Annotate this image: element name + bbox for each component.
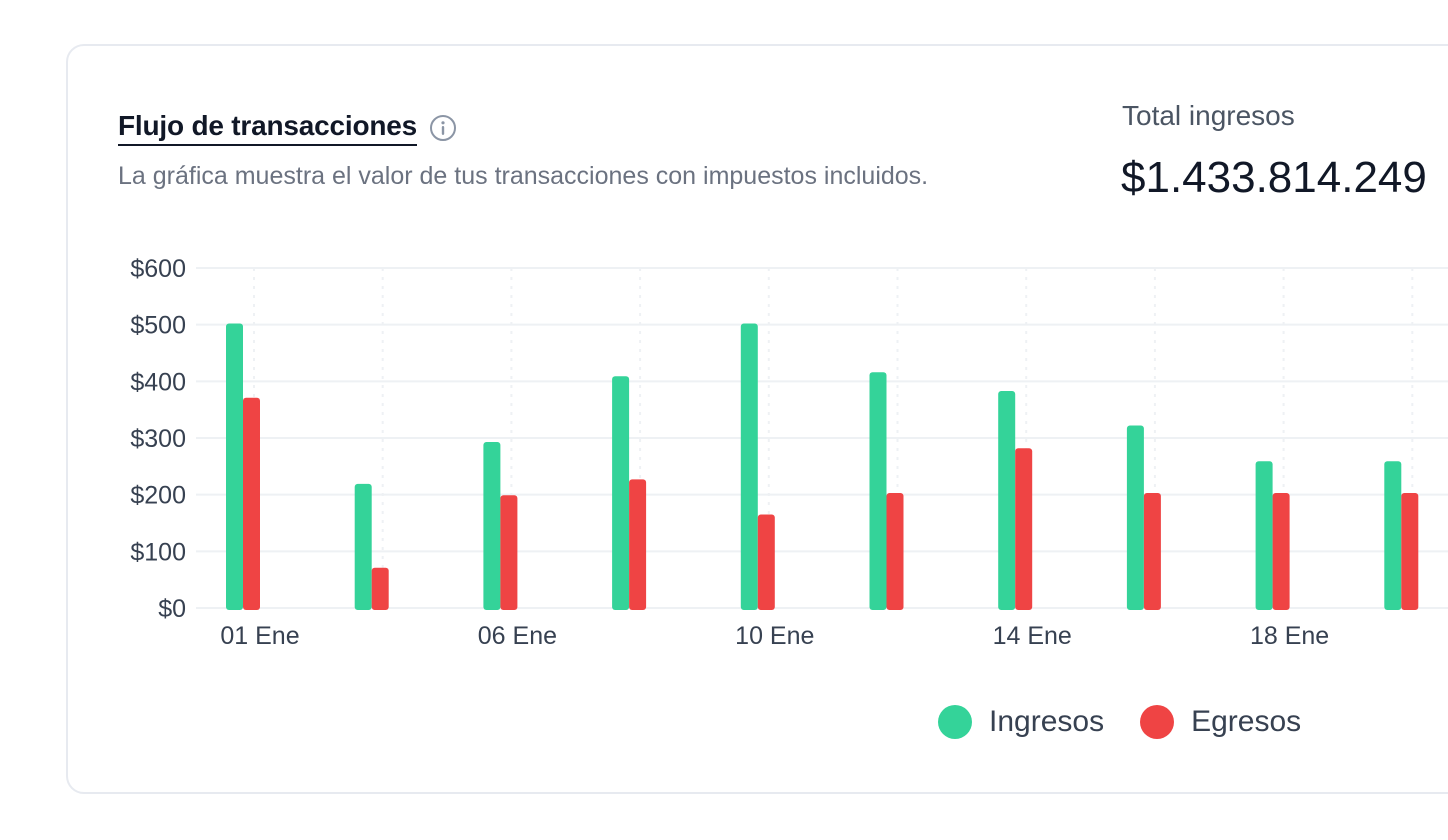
bar-egresos	[757, 514, 775, 610]
bar-egresos	[1272, 492, 1290, 610]
x-tick-label: 14 Ene	[993, 622, 1072, 650]
y-tick-label: $200	[130, 482, 186, 510]
bar-ingresos	[354, 483, 372, 610]
bar-ingresos	[483, 441, 501, 610]
bar-ingresos	[1126, 425, 1144, 610]
legend-item-ingresos[interactable]: Ingresos	[938, 702, 1104, 742]
bar-egresos	[1143, 492, 1161, 610]
legend-dot-ingresos	[938, 705, 972, 739]
legend-item-egresos[interactable]: Egresos	[1140, 702, 1301, 742]
legend-dot-egresos	[1140, 705, 1175, 739]
bar-egresos	[1015, 448, 1033, 610]
bar-egresos	[629, 479, 647, 610]
title-row: Flujo de transacciones	[118, 110, 457, 146]
x-tick-label: 06 Ene	[478, 622, 557, 650]
bar-ingresos	[226, 323, 243, 610]
chart-legend: Ingresos Egresos	[938, 702, 1337, 742]
bar-egresos	[371, 567, 389, 610]
bar-egresos	[886, 492, 904, 610]
bar-ingresos	[1384, 461, 1402, 610]
y-tick-label: $0	[158, 595, 186, 623]
bar-egresos	[243, 397, 260, 610]
bar-ingresos	[869, 372, 887, 610]
y-tick-label: $300	[130, 425, 186, 453]
bar-egresos	[1401, 492, 1419, 610]
legend-label-ingresos: Ingresos	[989, 705, 1105, 738]
x-tick-label: 18 Ene	[1250, 622, 1329, 650]
legend-label-egresos: Egresos	[1191, 705, 1302, 738]
bar-ingresos	[612, 376, 630, 610]
x-tick-label: 01 Ene	[220, 622, 299, 650]
y-tick-label: $600	[130, 255, 186, 283]
bar-ingresos	[1255, 461, 1273, 610]
y-tick-label: $100	[130, 538, 186, 566]
bar-egresos	[500, 495, 518, 610]
y-tick-label: $500	[130, 312, 186, 340]
total-income-label: Total ingresos	[1122, 100, 1295, 131]
info-circle-icon[interactable]	[429, 114, 457, 142]
x-tick-label: 10 Ene	[735, 622, 814, 650]
total-income-value: $1.433.814.249	[1121, 153, 1427, 202]
bar-ingresos	[998, 390, 1016, 610]
bar-ingresos	[740, 323, 758, 610]
chart-title: Flujo de transacciones	[118, 110, 417, 146]
y-tick-label: $400	[130, 368, 186, 396]
chart-subtitle: La gráfica muestra el valor de tus trans…	[118, 162, 929, 190]
